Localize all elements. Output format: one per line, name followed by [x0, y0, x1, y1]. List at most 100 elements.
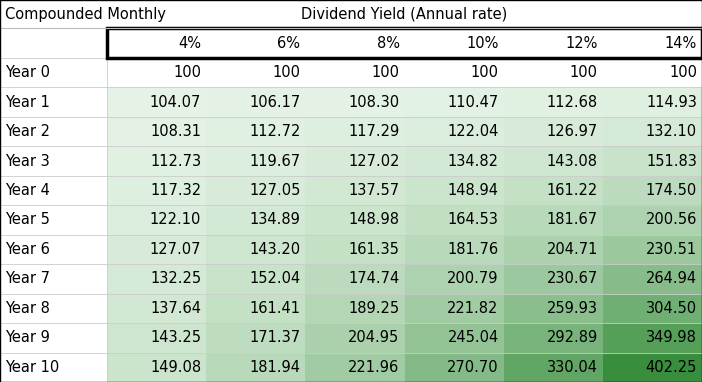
- Bar: [0, 235, 107, 264]
- Bar: [503, 205, 603, 235]
- Bar: [503, 235, 603, 264]
- Text: 117.32: 117.32: [150, 183, 201, 198]
- Text: Year 2: Year 2: [5, 124, 50, 139]
- Bar: [305, 323, 404, 353]
- Text: Year 6: Year 6: [5, 242, 50, 257]
- Text: 100: 100: [669, 65, 697, 80]
- Text: 221.96: 221.96: [348, 360, 399, 375]
- Bar: [305, 264, 404, 294]
- Bar: [0, 264, 107, 294]
- Bar: [206, 58, 305, 87]
- Text: 4%: 4%: [178, 36, 201, 50]
- Text: 148.98: 148.98: [348, 212, 399, 228]
- Bar: [603, 146, 702, 176]
- Bar: [305, 146, 404, 176]
- Bar: [603, 264, 702, 294]
- Bar: [404, 176, 503, 205]
- Text: 108.31: 108.31: [150, 124, 201, 139]
- Bar: [107, 205, 206, 235]
- Text: 100: 100: [272, 65, 300, 80]
- Text: 151.83: 151.83: [646, 154, 697, 168]
- Text: 127.02: 127.02: [348, 154, 399, 168]
- Text: 174.50: 174.50: [646, 183, 697, 198]
- Bar: [603, 323, 702, 353]
- Bar: [107, 353, 206, 382]
- Bar: [503, 353, 603, 382]
- Text: 122.04: 122.04: [447, 124, 498, 139]
- Bar: [107, 87, 206, 117]
- Bar: [0, 146, 107, 176]
- Text: Compounded Monthly: Compounded Monthly: [5, 6, 166, 21]
- Text: 245.04: 245.04: [447, 330, 498, 345]
- Text: 181.94: 181.94: [249, 360, 300, 375]
- Bar: [404, 58, 503, 87]
- Bar: [0, 176, 107, 205]
- Bar: [107, 323, 206, 353]
- Bar: [603, 294, 702, 323]
- Text: 204.71: 204.71: [546, 242, 598, 257]
- Text: 119.67: 119.67: [249, 154, 300, 168]
- Bar: [305, 294, 404, 323]
- Bar: [0, 58, 107, 87]
- Text: 230.67: 230.67: [547, 271, 598, 286]
- Text: Year 1: Year 1: [5, 95, 50, 110]
- Text: 259.93: 259.93: [547, 301, 598, 316]
- Text: 143.08: 143.08: [547, 154, 598, 168]
- Bar: [503, 264, 603, 294]
- Bar: [404, 205, 503, 235]
- Text: 200.79: 200.79: [447, 271, 498, 286]
- Text: 204.95: 204.95: [348, 330, 399, 345]
- Text: 108.30: 108.30: [348, 95, 399, 110]
- Text: 14%: 14%: [665, 36, 697, 50]
- Text: 106.17: 106.17: [249, 95, 300, 110]
- Text: 171.37: 171.37: [249, 330, 300, 345]
- Bar: [503, 146, 603, 176]
- Bar: [107, 117, 206, 146]
- Text: 174.74: 174.74: [348, 271, 399, 286]
- Bar: [206, 205, 305, 235]
- Bar: [305, 58, 404, 87]
- Bar: [404, 294, 503, 323]
- Text: 112.72: 112.72: [249, 124, 300, 139]
- Text: 161.22: 161.22: [547, 183, 598, 198]
- Text: 143.25: 143.25: [150, 330, 201, 345]
- Text: 349.98: 349.98: [646, 330, 697, 345]
- Bar: [107, 28, 702, 58]
- Bar: [206, 323, 305, 353]
- Bar: [206, 117, 305, 146]
- Text: 181.76: 181.76: [448, 242, 498, 257]
- Bar: [603, 235, 702, 264]
- Text: Year 3: Year 3: [5, 154, 50, 168]
- Bar: [206, 353, 305, 382]
- Bar: [404, 353, 503, 382]
- Bar: [503, 323, 603, 353]
- Text: 10%: 10%: [466, 36, 498, 50]
- Bar: [603, 87, 702, 117]
- Text: 112.73: 112.73: [150, 154, 201, 168]
- Bar: [206, 87, 305, 117]
- Text: 152.04: 152.04: [249, 271, 300, 286]
- Bar: [0, 323, 107, 353]
- Text: 304.50: 304.50: [646, 301, 697, 316]
- Bar: [603, 176, 702, 205]
- Bar: [404, 117, 503, 146]
- Bar: [305, 235, 404, 264]
- Text: 100: 100: [173, 65, 201, 80]
- Text: 330.04: 330.04: [547, 360, 598, 375]
- Bar: [603, 353, 702, 382]
- Text: 110.47: 110.47: [447, 95, 498, 110]
- Bar: [305, 117, 404, 146]
- Text: 134.82: 134.82: [448, 154, 498, 168]
- Bar: [0, 294, 107, 323]
- Bar: [305, 87, 404, 117]
- Bar: [404, 87, 503, 117]
- Text: Year 4: Year 4: [5, 183, 50, 198]
- Text: 6%: 6%: [277, 36, 300, 50]
- Bar: [206, 235, 305, 264]
- Text: Year 0: Year 0: [5, 65, 50, 80]
- Bar: [503, 87, 603, 117]
- Bar: [603, 205, 702, 235]
- Text: 126.97: 126.97: [547, 124, 598, 139]
- Text: 117.29: 117.29: [348, 124, 399, 139]
- Bar: [503, 294, 603, 323]
